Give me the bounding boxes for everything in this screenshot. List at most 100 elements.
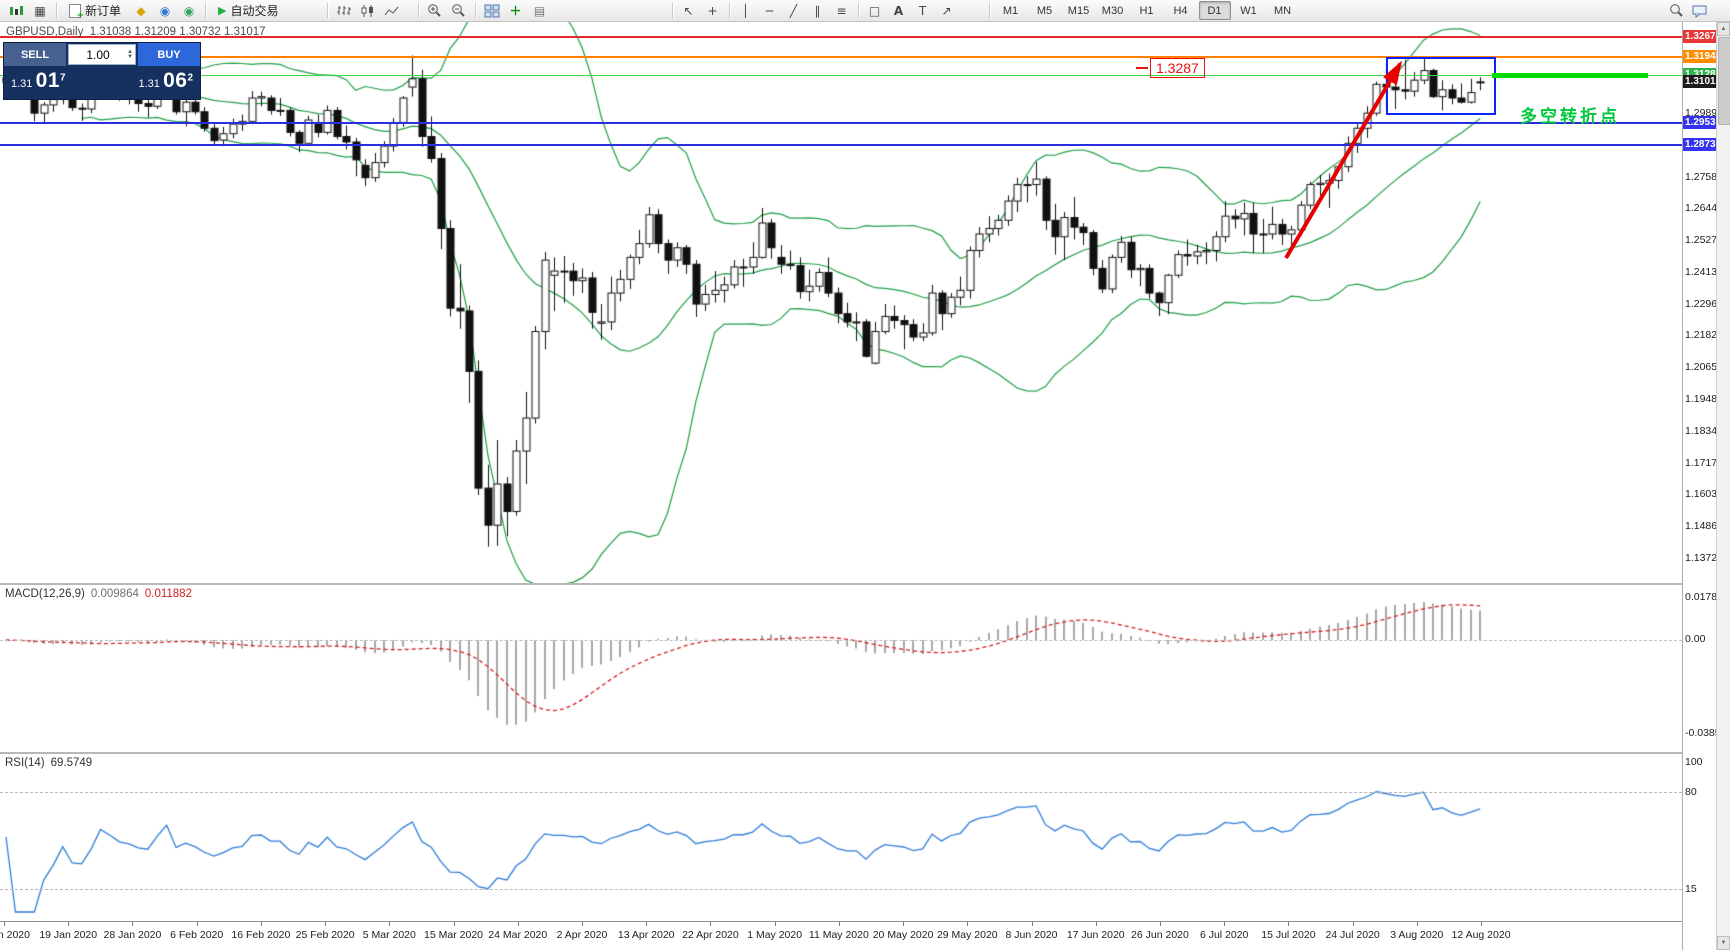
time-axis: 8 Jan 2020 19 Jan 2020 28 Jan 2020 6 Feb 20… — [0, 922, 1682, 950]
deposit-icon[interactable]: ◆ — [136, 3, 146, 18]
volume-up-icon[interactable]: ▲ — [127, 48, 133, 55]
date-tick — [454, 922, 455, 926]
date-tick — [1032, 922, 1033, 926]
date-tick — [68, 922, 69, 926]
toolbar-separator — [56, 3, 57, 18]
crosshair-icon[interactable]: + — [707, 3, 718, 18]
autotrading-play-icon: ▶ — [218, 4, 227, 17]
timeframe-M5[interactable]: M5 — [1036, 4, 1053, 17]
channel-icon[interactable]: ∥ — [814, 3, 821, 18]
breakout-level-highlight[interactable] — [1492, 73, 1648, 78]
date-label: 19 Jan 2020 — [39, 929, 98, 941]
toolbar-separator — [857, 3, 859, 18]
horizontal-line-icon[interactable]: ─ — [765, 3, 774, 18]
scroll-up-icon[interactable]: ▲ — [1717, 22, 1730, 36]
timeframe-M15[interactable]: M15 — [1067, 4, 1090, 17]
date-tick — [646, 922, 647, 926]
line-chart-icon[interactable] — [381, 1, 403, 21]
date-label: 6 Feb 2020 — [170, 929, 224, 941]
horizontal-line-1.29533[interactable] — [0, 122, 1682, 124]
profiles-icon[interactable]: ▦ — [34, 3, 46, 18]
date-tick — [710, 922, 711, 926]
messages-icon[interactable] — [1689, 1, 1711, 21]
price-tag-1.32674: 1.32674 — [1683, 29, 1716, 43]
macd-canvas[interactable] — [0, 585, 1682, 752]
date-tick — [325, 922, 326, 926]
panel-separator[interactable] — [0, 752, 1716, 754]
fibonacci-icon[interactable]: ≡ — [836, 3, 847, 18]
cursor-icon[interactable]: ↖ — [683, 3, 694, 18]
bar-chart-icon[interactable] — [333, 1, 355, 21]
sell-price[interactable]: 1.31 017 — [11, 69, 66, 93]
indicators-icon[interactable]: ＋ — [509, 4, 522, 18]
data-window-icon[interactable]: ◉ — [159, 3, 171, 18]
new-order-button[interactable]: + 新订单 — [62, 1, 128, 21]
horizontal-line-1.32674[interactable] — [0, 36, 1682, 38]
timeframe-H4[interactable]: H4 — [1173, 4, 1188, 17]
volume-down-icon[interactable]: ▼ — [127, 53, 133, 60]
macd-axis-top: 0.017833 — [1685, 591, 1716, 603]
date-tick — [518, 922, 519, 926]
trendline-icon[interactable]: ╱ — [789, 3, 798, 18]
text-label-icon[interactable]: T — [918, 3, 927, 18]
timeframe-W1[interactable]: W1 — [1240, 4, 1257, 17]
timeframe-MN[interactable]: MN — [1273, 4, 1292, 17]
new-chart-icon[interactable] — [5, 1, 27, 21]
turning-point-label[interactable]: 多空转折点 — [1520, 102, 1620, 127]
volume-input[interactable] — [69, 46, 128, 63]
ohlc-values: 1.31038 1.31209 1.30732 1.31017 — [89, 26, 266, 38]
toolbar-separator — [474, 3, 476, 18]
horizontal-line-1.31287[interactable] — [0, 75, 1682, 76]
vertical-line-icon[interactable]: │ — [741, 3, 750, 18]
price-tick-label: 1.21820 — [1685, 329, 1716, 342]
rsi-level-15-line — [0, 889, 1682, 890]
text-icon[interactable]: A — [893, 3, 904, 18]
help-icon[interactable]: ◉ — [183, 3, 195, 18]
rsi-axis-80: 80 — [1685, 786, 1697, 798]
volume-box: ▲▼ — [68, 44, 136, 65]
autotrading-button[interactable]: ▶ 自动交易 — [211, 1, 285, 21]
horizontal-line-1.31944[interactable] — [0, 56, 1682, 58]
rsi-axis-100: 100 — [1685, 756, 1703, 768]
panel-separator[interactable] — [0, 583, 1716, 585]
buy-price-stem: 1.31 — [138, 78, 160, 90]
date-label: 15 Mar 2020 — [424, 929, 484, 941]
price-tick-label: 1.22960 — [1685, 297, 1716, 310]
date-tick — [1224, 922, 1225, 926]
sell-button[interactable]: SELL — [4, 43, 66, 66]
candlestick-chart-icon[interactable] — [357, 1, 379, 21]
horizontal-line-1.2873[interactable] — [0, 144, 1682, 146]
timeframe-H1[interactable]: H1 — [1139, 4, 1154, 17]
date-tick — [261, 922, 262, 926]
scrollbar-thumb[interactable] — [1718, 37, 1730, 125]
date-tick — [132, 922, 133, 926]
date-label: 12 Aug 2020 — [1451, 929, 1511, 941]
buy-price[interactable]: 1.31 062 — [138, 69, 193, 93]
sell-price-sup: 7 — [59, 72, 66, 84]
consolidation-rectangle[interactable] — [1386, 57, 1496, 115]
date-label: 3 Aug 2020 — [1390, 929, 1444, 941]
arrow-object-icon[interactable]: ↗ — [941, 3, 952, 18]
vertical-scrollbar[interactable]: ▲ ▼ — [1716, 22, 1730, 950]
templates-icon[interactable]: ▤ — [533, 3, 546, 18]
date-tick — [903, 922, 904, 926]
buy-button[interactable]: BUY — [138, 43, 200, 66]
timeframe-M1[interactable]: M1 — [1002, 4, 1019, 17]
price-tag-1.31944: 1.31944 — [1683, 49, 1716, 63]
tile-windows-icon[interactable] — [481, 1, 503, 21]
zoom-out-icon[interactable] — [448, 1, 470, 21]
date-tick — [1417, 922, 1418, 926]
zoom-in-icon[interactable] — [424, 1, 446, 21]
search-icon[interactable] — [1665, 1, 1687, 21]
symbol-period-label: GBPUSD,Daily — [6, 26, 84, 38]
timeframe-D1[interactable]: D1 — [1198, 1, 1231, 20]
scroll-down-icon[interactable]: ▼ — [1717, 936, 1730, 950]
date-label: 11 May 2020 — [808, 929, 869, 941]
timeframe-buttons: M1 M5 M15 M30 H1 H4 D1 W1 MN — [994, 1, 1300, 20]
toolbar-separator — [205, 3, 207, 18]
timeframe-M30[interactable]: M30 — [1101, 4, 1124, 17]
date-label: 29 May 2020 — [936, 929, 998, 941]
price-callout[interactable]: 1.3287 — [1150, 58, 1205, 78]
shapes-icon[interactable]: □ — [868, 3, 881, 18]
rsi-canvas[interactable] — [0, 754, 1682, 921]
